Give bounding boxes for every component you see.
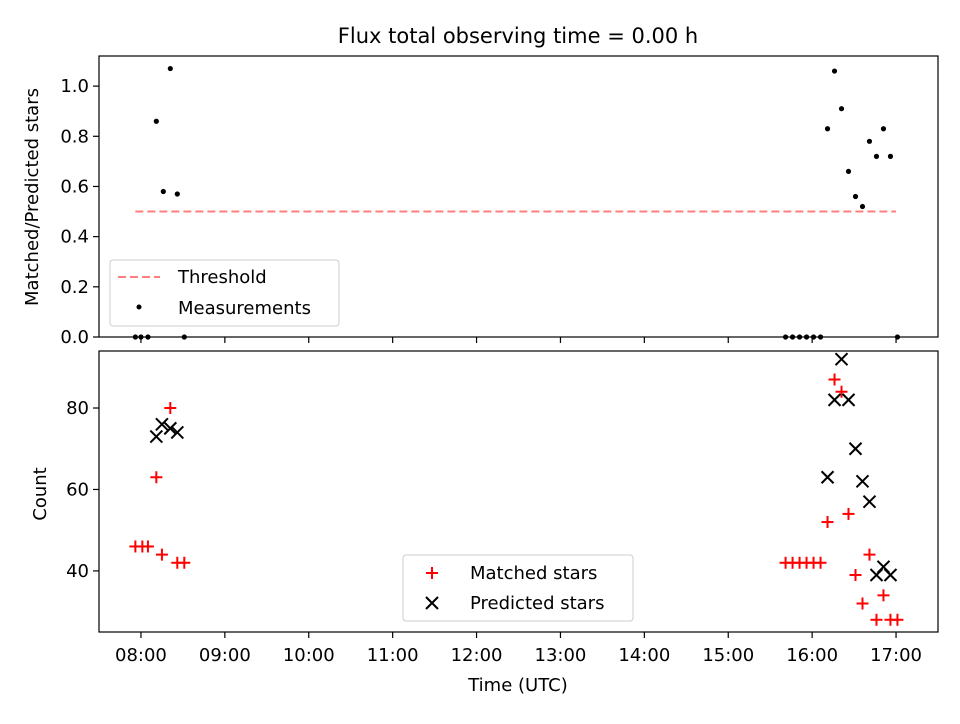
measurement-point [174,191,180,197]
bottom-y-tick-label: 80 [66,398,89,419]
predicted-star-point [170,425,185,440]
x-tick-label: 14:00 [618,645,670,666]
bottom-legend: Matched stars Predicted stars [402,554,634,622]
top-y-tick-label: 0.2 [60,277,89,298]
predicted-star-d2 [155,417,169,432]
measurement-point [167,65,173,72]
measurement-point [831,68,838,74]
x-tick-label: 16:00 [786,645,838,666]
predicted-legend-marker [425,596,439,610]
predicted-star-d2 [149,429,164,444]
x-tick-label: 08:00 [115,645,167,666]
matched-star-point [141,540,154,553]
top-y-axis-label: Matched/Predicted stars [22,88,43,306]
matched-legend-marker [426,567,438,579]
predicted-star-d2 [855,474,870,489]
measurements-legend-marker [136,304,142,310]
matched-legend-label: Matched stars [470,563,597,584]
bottom-y-tick-label: 60 [66,479,89,500]
matched-star-point [828,373,841,386]
predicted-star-d2 [876,560,891,574]
measurement-point [153,118,159,124]
predicted-star-d2 [163,421,178,436]
predicted-star-d2 [862,494,877,509]
measurement-point [880,126,887,132]
x-tick-label: 11:00 [367,645,419,666]
predicted-star-d2 [883,568,898,582]
predicted-star-point [862,494,877,509]
matched-star-point [863,548,876,561]
matched-star-point [891,613,904,626]
top-y-tick-label: 0.6 [60,176,89,197]
bottom-axes-frame [98,350,939,633]
top-plot-area: 0.0 0.2 0.4 0.6 0.8 1.0 [60,65,901,348]
measurement-point [845,168,852,175]
top-y-tick-label: 1.0 [60,76,89,97]
matched-star-point [164,402,177,415]
predicted-star-point [841,393,856,407]
predicted-star-point [827,393,842,407]
x-tick-label: 15:00 [702,645,754,666]
measurement-point [866,138,873,144]
predicted-star-d2 [841,393,856,407]
matched-star-point [877,589,890,602]
predicted-star-point [163,421,178,436]
bottom-legend-box [402,554,634,622]
chart-title: Flux total observing time = 0.00 h [338,24,698,48]
x-tick-label: 17:00 [870,645,922,666]
matched-star-point [814,556,827,569]
threshold-legend-label: Threshold [177,267,267,288]
top-axes-frame [98,55,939,338]
top-legend: Threshold Measurements [109,259,340,327]
bottom-y-tick-label: 40 [66,561,89,582]
measurement-point [852,193,859,200]
matched-star-point [150,471,163,484]
matched-star-point [178,556,191,569]
measurement-point [838,106,845,112]
measurement-point [873,153,880,159]
measurement-point [859,203,866,210]
top-y-tick-label: 0.8 [60,126,89,147]
predicted-star-d2 [827,393,842,407]
matched-star-point [870,613,883,626]
x-tick-label: 10:00 [283,645,335,666]
predicted-star-d2 [834,352,849,366]
bottom-plot-area: 08:00 09:00 10:00 11:00 12:00 13:00 14:00 15:00… [66,352,922,666]
x-tick-label: 12:00 [451,645,503,666]
matched-star-point [849,568,862,581]
matched-star-point [155,548,168,561]
predicted-star-point [155,417,169,432]
matched-star-point [856,597,869,610]
predicted-star-d2 [820,470,835,484]
top-legend-box [109,259,340,327]
predicted-star-point [820,470,835,484]
predicted-legend-label: Predicted stars [470,593,604,614]
predicted-star-point [883,568,898,582]
top-panel: 0.0 0.2 0.4 0.6 0.8 1.0 Matched/Predicted sta… [22,55,939,348]
predicted-star-d2 [848,442,863,456]
bottom-y-axis-label: Count [30,467,51,520]
top-y-tick-label: 0.4 [60,227,89,248]
measurement-point [160,188,166,195]
bottom-panel: 08:00 09:00 10:00 11:00 12:00 13:00 14:00 15:00… [30,350,939,696]
matched-star-point [842,507,855,520]
x-axis-label: Time (UTC) [467,675,568,696]
measurement-point [824,126,831,132]
x-tick-label: 09:00 [199,645,251,666]
matched-star-point [821,516,834,529]
measurements-legend-label: Measurements [178,298,311,319]
predicted-star-d2 [170,425,185,440]
predicted-star-point [834,352,849,366]
predicted-star-point [855,474,870,489]
x-tick-label: 13:00 [535,645,587,666]
top-y-tick-label: 0.0 [60,327,89,348]
predicted-star-point [848,442,863,456]
predicted-star-point [149,429,164,444]
matched-star-point [835,385,848,398]
measurement-point [887,153,894,159]
